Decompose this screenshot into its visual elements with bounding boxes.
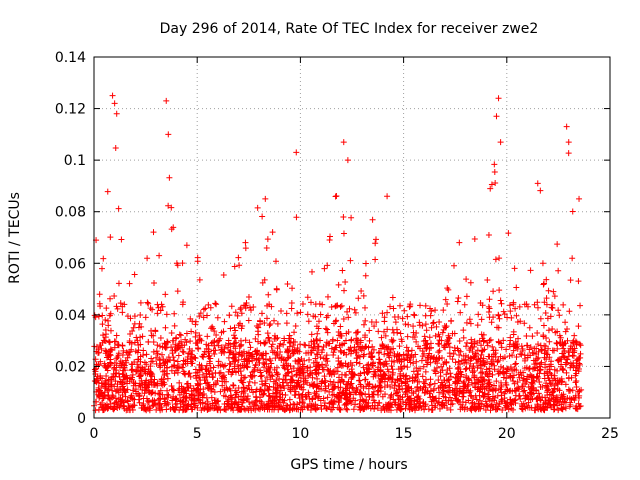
x-tick-label: 20 <box>498 426 516 442</box>
x-tick-label: 10 <box>291 426 309 442</box>
chart-title: Day 296 of 2014, Rate Of TEC Index for r… <box>160 21 539 37</box>
y-tick-label: 0.12 <box>55 102 86 118</box>
y-axis-label: ROTI / TECUs <box>7 192 23 284</box>
y-tick-label: 0.1 <box>64 153 86 169</box>
x-tick-label: 0 <box>90 426 99 442</box>
y-tick-label: 0.04 <box>55 308 86 324</box>
y-tick-label: 0.06 <box>55 256 86 272</box>
y-tick-labels: 0 0.02 0.04 0.06 0.08 0.1 0.12 0.14 <box>55 50 86 427</box>
x-tick-label: 5 <box>193 426 202 442</box>
y-tick-label: 0.02 <box>55 359 86 375</box>
plot-frame <box>93 56 611 419</box>
roti-point-markers <box>91 92 585 414</box>
x-tick-label: 15 <box>395 426 413 442</box>
y-tick-label: 0.08 <box>55 205 86 221</box>
axis-ticks <box>93 56 611 419</box>
x-axis-label: GPS time / hours <box>290 457 407 473</box>
x-tick-label: 25 <box>601 426 619 442</box>
y-tick-label: 0.14 <box>55 50 86 66</box>
data-points <box>91 92 585 414</box>
x-tick-labels: 0 5 10 15 20 25 <box>90 426 619 442</box>
y-tick-label: 0 <box>77 411 86 427</box>
